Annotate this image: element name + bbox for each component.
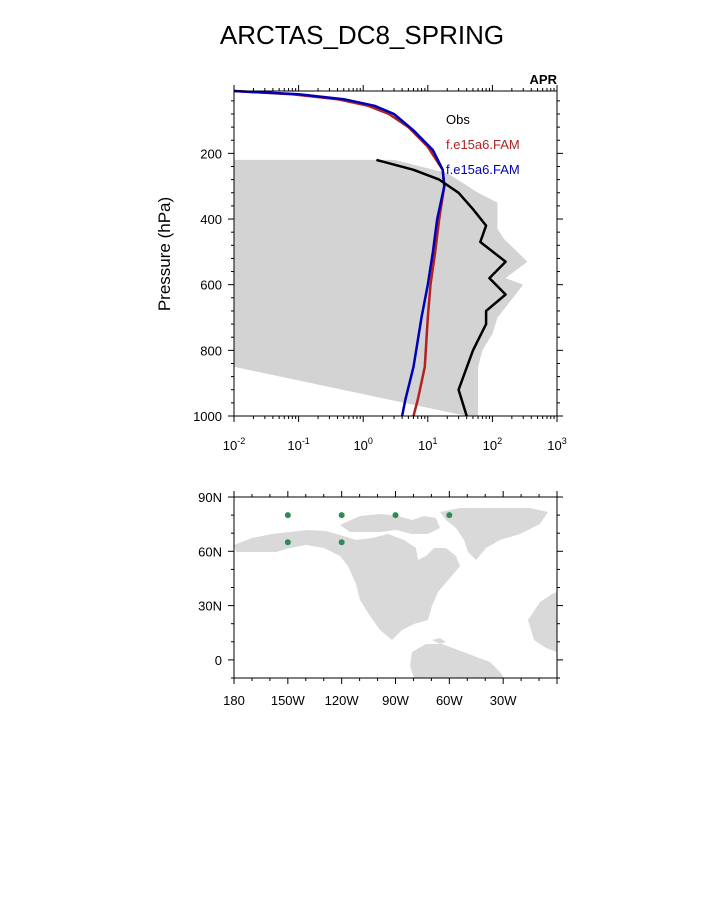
map-y-tick-label: 0 — [215, 653, 222, 668]
map-x-tick-label: 60W — [436, 693, 463, 708]
map-plot: 90N 60N 30N 0 180 150W 120W 90W 60W 30W — [198, 490, 563, 708]
station-point — [338, 512, 345, 519]
land-north-america — [234, 530, 460, 640]
series-line-0 — [376, 158, 507, 417]
profile-y-tick-labels: 200 400 600 800 1000 — [193, 146, 222, 424]
chart-subtitle: APR — [530, 72, 558, 87]
profile-plot: 200 400 600 800 1000 10-2 10-1 100 101 102 103 Pr… — [155, 85, 567, 453]
map-y-tick-label: 30N — [198, 599, 222, 614]
series-line-2 — [233, 89, 446, 417]
map-x-tick-label: 30W — [490, 693, 517, 708]
obs-range-band — [234, 159, 528, 416]
map-ticks — [228, 491, 563, 684]
map-y-tick-labels: 90N 60N 30N 0 — [198, 490, 222, 668]
station-point — [338, 539, 345, 546]
map-x-tick-label: 150W — [271, 693, 306, 708]
map-y-tick-label: 90N — [198, 490, 222, 505]
map-y-tick-label: 60N — [198, 544, 222, 559]
legend-entry-blue: f.e15a6.FAM — [446, 162, 520, 177]
legend-entry-obs: Obs — [446, 112, 470, 127]
land-canadian-arctic — [340, 514, 440, 534]
x-tick-label: 102 — [483, 436, 502, 453]
y-tick-label: 1000 — [193, 409, 222, 424]
station-point — [446, 512, 453, 519]
station-points — [284, 512, 453, 546]
x-tick-label: 10-2 — [223, 436, 245, 453]
map-x-tick-label: 180 — [223, 693, 245, 708]
y-tick-label: 400 — [200, 212, 222, 227]
x-tick-label: 100 — [353, 436, 372, 453]
x-tick-label: 101 — [418, 436, 437, 453]
land-greenland — [440, 508, 548, 560]
station-point — [392, 512, 399, 519]
y-tick-label: 600 — [200, 278, 222, 293]
x-tick-label: 103 — [547, 436, 566, 453]
map-x-tick-label: 90W — [382, 693, 409, 708]
series-layer — [233, 89, 507, 417]
land-caribbean — [432, 638, 446, 644]
map-x-tick-label: 120W — [325, 693, 360, 708]
y-axis-label: Pressure (hPa) — [155, 197, 174, 311]
range-band-layer — [234, 159, 528, 416]
y-tick-label: 200 — [200, 146, 222, 161]
legend: Obs f.e15a6.FAM f.e15a6.FAM — [446, 112, 520, 177]
profile-x-tick-labels: 10-2 10-1 100 101 102 103 — [223, 436, 567, 453]
station-point — [284, 512, 291, 519]
map-x-tick-labels: 180 150W 120W 90W 60W 30W — [223, 693, 517, 708]
legend-entry-red: f.e15a6.FAM — [446, 137, 520, 152]
land-south-america — [410, 644, 504, 678]
profile-ticks — [228, 85, 563, 422]
station-point — [284, 539, 291, 546]
x-tick-label: 10-1 — [287, 436, 309, 453]
land-layer — [234, 508, 557, 678]
profile-plot-frame — [233, 90, 558, 417]
land-africa-edge — [528, 592, 557, 652]
chart-title: ARCTAS_DC8_SPRING — [220, 20, 504, 50]
y-tick-label: 800 — [200, 343, 222, 358]
